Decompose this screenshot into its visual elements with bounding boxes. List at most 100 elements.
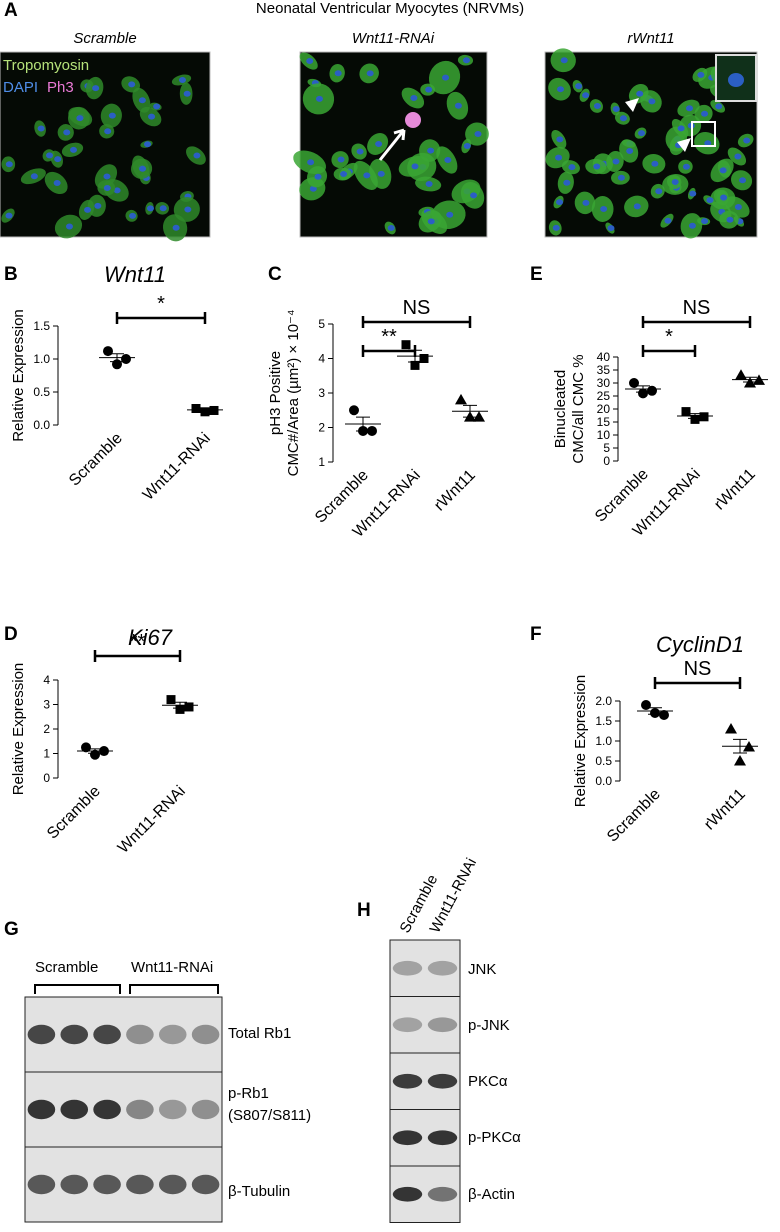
nucleus: [563, 179, 571, 186]
point: [166, 695, 176, 705]
nucleus: [65, 223, 73, 230]
nucleus: [743, 137, 751, 144]
chart-title: Ki67: [128, 625, 173, 650]
nucleus: [146, 205, 154, 212]
nucleus: [356, 148, 364, 155]
nucleus: [582, 92, 590, 99]
band: [392, 1017, 423, 1033]
band: [191, 1099, 220, 1120]
nucleus: [568, 164, 576, 171]
x-tick-label: Wnt11-RNAi: [140, 430, 214, 504]
nucleus: [139, 165, 147, 172]
y-tick-label: 10: [597, 428, 611, 442]
point: [90, 749, 100, 760]
band: [427, 1073, 458, 1089]
nucleus: [664, 217, 672, 224]
error-bar: [88, 748, 102, 754]
nucleus: [734, 203, 742, 210]
point: [659, 710, 669, 720]
point: [103, 346, 113, 357]
nucleus: [704, 140, 712, 147]
point: [681, 407, 691, 417]
ph3-nucleus: [405, 112, 421, 128]
y-axis-label: Relative Expression: [572, 675, 589, 808]
band: [392, 1130, 423, 1146]
point: [735, 369, 747, 380]
y-tick-label: 0: [603, 454, 610, 468]
image-title: Wnt11-RNAi: [352, 30, 435, 47]
point: [647, 385, 657, 396]
nucleus: [103, 173, 111, 180]
row-label: β-Tubulin: [228, 1183, 290, 1200]
significance-bracket: [653, 677, 742, 689]
y-tick-label: 5: [603, 441, 610, 455]
arrow: [378, 128, 406, 161]
blot-strip: [389, 939, 461, 997]
nucleus: [715, 103, 723, 110]
nucleus: [626, 147, 634, 154]
nucleus: [70, 146, 78, 153]
nucleus: [697, 71, 705, 78]
cells: [293, 52, 489, 235]
nucleus: [470, 192, 478, 199]
band: [27, 1174, 56, 1195]
significance-bracket: [361, 345, 417, 357]
error-bar: [110, 353, 124, 363]
nucleus: [366, 70, 374, 77]
y-axis-label: pH3 Positive: [267, 351, 284, 435]
error-bar: [356, 416, 370, 432]
row-label: p-PKCα: [468, 1129, 521, 1146]
band: [191, 1024, 220, 1045]
y-axis-label: Binucleated: [552, 370, 569, 448]
point: [191, 404, 201, 413]
band: [392, 1073, 423, 1089]
y-tick-label: 15: [597, 415, 611, 429]
point: [473, 411, 485, 422]
nucleus: [560, 57, 568, 64]
cells: [545, 48, 757, 239]
row-label: JNK: [468, 961, 496, 978]
nucleus: [148, 113, 156, 120]
point: [401, 340, 411, 350]
nucleus: [375, 140, 383, 147]
group-bracket: [34, 984, 219, 994]
band: [27, 1024, 56, 1045]
nucleus: [54, 156, 62, 163]
nucleus: [556, 199, 564, 206]
point: [410, 360, 420, 370]
band: [158, 1174, 187, 1195]
nucleus: [701, 218, 709, 225]
error-bar: [173, 701, 187, 709]
point: [419, 354, 429, 363]
nucleus: [334, 70, 342, 77]
point: [367, 425, 377, 436]
band: [27, 1099, 56, 1120]
nucleus: [728, 73, 744, 87]
nucleus: [46, 152, 54, 159]
point: [81, 742, 91, 753]
y-tick-label: 0.0: [33, 418, 50, 432]
blot-strip: [24, 1071, 223, 1148]
error-bar: [463, 404, 477, 418]
x-tick-label: Wnt11-RNAi: [115, 783, 189, 857]
nucleus: [462, 57, 470, 64]
y-tick-label: 1.0: [33, 352, 50, 366]
point: [175, 704, 185, 714]
row-label: Total Rb1: [228, 1025, 291, 1042]
nucleus: [651, 160, 659, 167]
y-axis-label: Relative Expression: [10, 309, 27, 442]
nucleus: [556, 136, 564, 143]
nucleus: [701, 110, 709, 117]
row-label: p-Rb1: [228, 1085, 269, 1102]
y-tick-label: 0.5: [595, 754, 612, 768]
nucleus: [5, 212, 13, 219]
nucleus: [427, 147, 435, 154]
nucleus: [677, 125, 685, 132]
row-label: p-JNK: [468, 1017, 510, 1034]
y-tick-label: 20: [597, 402, 611, 416]
nucleus: [600, 205, 608, 212]
dot-plot: D Ki67 0 1 2 3 4 Relative Expression Scramble Wnt…: [4, 624, 198, 857]
nucleus: [108, 112, 116, 119]
band: [60, 1174, 89, 1195]
